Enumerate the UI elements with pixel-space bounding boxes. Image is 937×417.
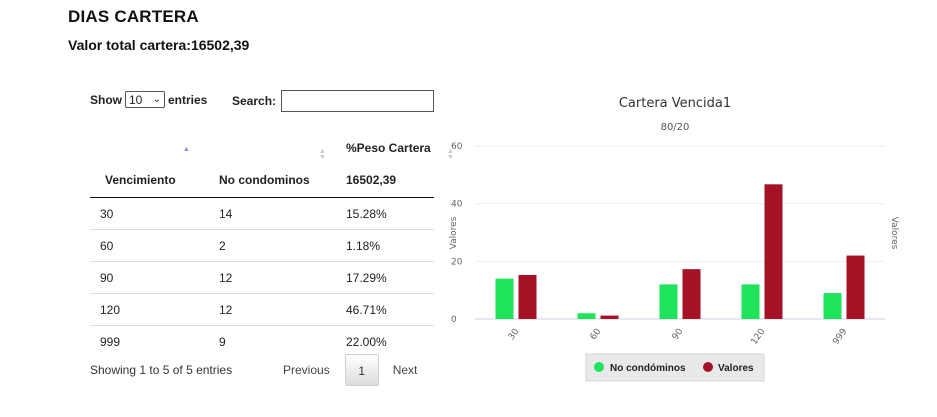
bar-valores-999[interactable] (846, 255, 865, 319)
column-label: Vencimiento (105, 173, 176, 187)
cell-condominos: 14 (219, 206, 233, 221)
entries-select[interactable]: 10 ⌄ (125, 91, 165, 108)
cell-vencimiento: 60 (90, 229, 215, 262)
column-total: 16502,39 (346, 173, 397, 187)
chart-subtitle: 80/20 (661, 122, 690, 133)
y-tick-label: 60 (451, 142, 463, 152)
bar-condominos-120[interactable] (741, 284, 760, 319)
cell-condominos: 2 (215, 229, 329, 262)
table-row: 999 9 22.00% (90, 325, 434, 357)
x-tick-label: 30 (507, 327, 522, 342)
y-tick-label: 0 (451, 315, 457, 325)
show-label: Show (90, 92, 122, 107)
sort-icon: ▲ ▼ (447, 148, 454, 161)
entries-select-value: 10 (129, 92, 143, 107)
sort-ascending-icon: ▲ (183, 146, 190, 153)
cell-peso: 17.29% (329, 261, 434, 294)
x-tick-label: 120 (749, 327, 767, 347)
portfolio-total: Valor total cartera:16502,39 (68, 37, 250, 53)
cell-vencimiento: 30 (100, 206, 114, 221)
cell-peso: 15.28% (346, 206, 387, 221)
table-row: 60 2 1.18% (90, 229, 434, 262)
column-header-peso[interactable]: %Peso Cartera 16502,39 ▲ ▼ (329, 120, 454, 198)
entries-length-control: Show 10 ⌄ entries (90, 91, 207, 108)
table-row: 30 14 15.28% (90, 198, 434, 230)
previous-page-button[interactable]: Previous (283, 363, 330, 377)
y-axis-label: Valores (449, 216, 459, 249)
search-label: Search: (232, 94, 277, 108)
chevron-down-icon: ⌄ (152, 94, 161, 105)
legend-box (585, 353, 765, 382)
x-tick-label: 999 (831, 327, 849, 347)
y2-axis-label: Valores (889, 217, 899, 250)
cell-peso: 46.71% (329, 293, 434, 326)
table-info: Showing 1 to 5 of 5 entries (90, 363, 233, 377)
bar-valores-60[interactable] (600, 315, 619, 319)
cell-peso: 1.18% (329, 229, 434, 262)
cell-condominos: 12 (215, 261, 329, 294)
legend-marker-condominos (594, 362, 604, 372)
cell-vencimiento: 120 (90, 293, 215, 326)
table-row: 120 12 46.71% (90, 293, 434, 326)
chart-legend: No condóminos Valores (585, 353, 765, 382)
cell-condominos: 12 (215, 293, 329, 326)
page-1-button[interactable]: 1 (344, 354, 379, 386)
column-label: No condominos (219, 173, 310, 187)
search-input[interactable] (281, 90, 435, 112)
column-label: %Peso Cartera (346, 141, 431, 155)
column-header-vencimiento[interactable]: Vencimiento ▲ (90, 120, 215, 198)
bar-condominos-999[interactable] (823, 293, 842, 319)
x-tick-label: 60 (589, 327, 604, 342)
bar-condominos-60[interactable] (577, 313, 596, 319)
bar-valores-120[interactable] (764, 184, 783, 319)
cell-vencimiento: 90 (90, 261, 215, 294)
cell-condominos: 9 (215, 325, 329, 357)
cell-vencimiento: 999 (90, 325, 215, 357)
legend-label-condominos[interactable]: No condóminos (610, 363, 686, 374)
column-header-condominos[interactable]: No condominos ▲ ▼ (215, 120, 329, 198)
legend-label-valores[interactable]: Valores (718, 363, 754, 374)
pagination: Previous 1 Next (283, 354, 431, 386)
chart-title: Cartera Vencida1 (619, 96, 731, 111)
cell-peso: 22.00% (329, 325, 434, 357)
table-row: 90 12 17.29% (90, 261, 434, 294)
bar-chart: Cartera Vencida1 80/20 0 20 40 60 30 60 90 120… (449, 96, 899, 382)
bar-valores-30[interactable] (518, 274, 537, 319)
x-tick-label: 90 (671, 327, 686, 342)
entries-label: entries (168, 92, 208, 107)
bar-condominos-90[interactable] (659, 284, 678, 319)
table-header-row: Vencimiento ▲ No condominos ▲ ▼ %Peso Car… (90, 120, 454, 198)
y-tick-label: 20 (451, 257, 463, 267)
sort-icon: ▲ ▼ (319, 148, 326, 161)
legend-marker-valores (703, 362, 713, 372)
page-title: DIAS CARTERA (68, 7, 199, 26)
next-page-button[interactable]: Next (392, 363, 418, 377)
portfolio-table: Vencimiento ▲ No condominos ▲ ▼ %Peso Car… (90, 120, 454, 357)
bar-condominos-30[interactable] (495, 278, 514, 319)
bar-valores-90[interactable] (682, 269, 701, 319)
y-tick-label: 40 (451, 200, 463, 210)
search-control: Search: (232, 90, 435, 112)
